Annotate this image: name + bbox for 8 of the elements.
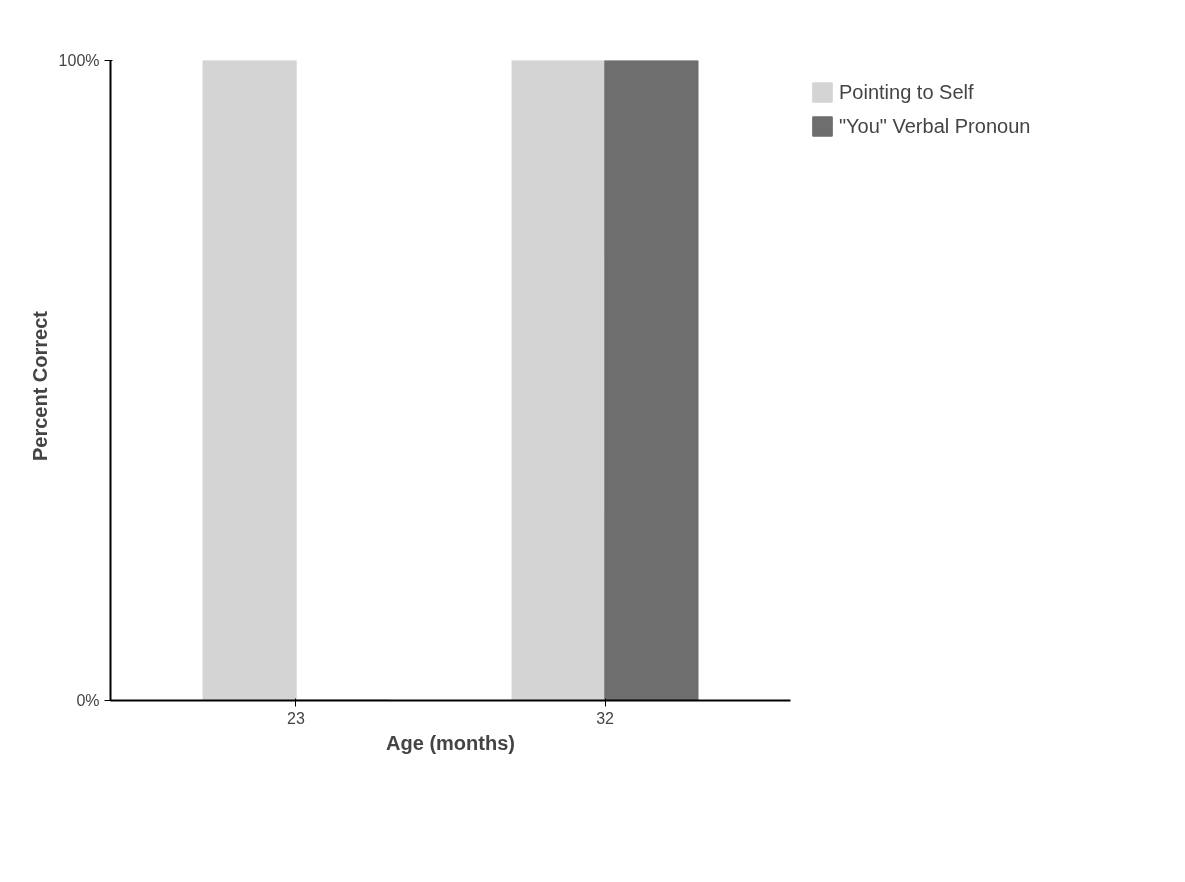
y-tick-label: 100% (58, 52, 100, 69)
x-axis-title: Age (months) (386, 731, 515, 754)
x-tick-label: 32 (596, 709, 615, 727)
legend-label: Pointing to Self (839, 80, 974, 104)
y-tick-label: 0% (76, 692, 100, 709)
x-tick-label: 23 (287, 709, 305, 727)
legend-label: "You" Verbal Pronoun (839, 114, 1031, 138)
y-axis-title: Percent Correct (28, 310, 51, 462)
